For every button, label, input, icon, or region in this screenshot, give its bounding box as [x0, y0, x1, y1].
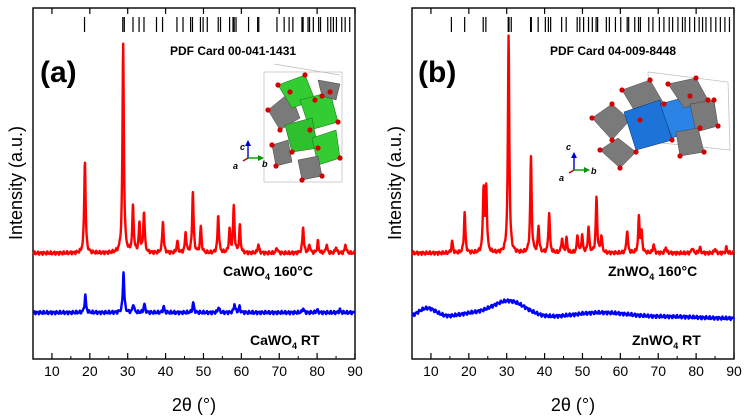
x-tick-label: 90 [347, 363, 363, 379]
panel-a-crystal-structure-inset [263, 63, 343, 183]
panel-b-y-axis-title: Intensity (a.u.) [385, 126, 405, 240]
x-tick-label: 70 [271, 363, 287, 379]
x-tick-label: 30 [499, 363, 515, 379]
panel-a-pdf-card: PDF Card 00-041-1431 [170, 44, 296, 58]
panel-b-label-rt: ZnWO4 RT [632, 332, 701, 351]
panel-a-orientation-axes: c a b [233, 140, 268, 171]
panel-a-y-axis-title: Intensity (a.u.) [6, 126, 26, 240]
x-tick-label: 80 [688, 363, 704, 379]
x-tick-label: 30 [120, 363, 136, 379]
x-tick-label: 50 [196, 363, 212, 379]
x-tick-label: 60 [234, 363, 250, 379]
svg-text:a: a [559, 173, 564, 183]
x-tick-label: 60 [613, 363, 629, 379]
panel-a-label-160c: CaWO4 160°C [223, 263, 313, 282]
x-tick-label: 70 [650, 363, 666, 379]
svg-text:b: b [591, 166, 597, 176]
x-tick-label: 50 [575, 363, 591, 379]
svg-text:c: c [240, 142, 245, 152]
x-tick-label: 20 [82, 363, 98, 379]
panel-a-traces [32, 42, 356, 316]
panel-b-letter: (b) [418, 56, 456, 89]
panel-b-orientation-axes: c a b [559, 142, 597, 183]
panel-b-traces [411, 34, 735, 322]
panel-a-letter: (a) [40, 56, 77, 89]
panel-a-x-axis-title: 2θ (°) [172, 395, 216, 415]
x-tick-label: 90 [726, 363, 742, 379]
panel-a-frame [32, 7, 356, 360]
series-line-160c [32, 42, 356, 256]
panel-b-x-axis-title: 2θ (°) [551, 395, 595, 415]
svg-text:b: b [262, 159, 268, 169]
x-tick-label: 40 [537, 363, 553, 379]
panel-b: 10 20 30 40 50 60 70 80 90 (b) PDF Card 04-009-8… [385, 7, 742, 415]
panel-a-reference-lines [83, 17, 351, 32]
panel-b-x-ticks: 10 20 30 40 50 60 70 80 90 [411, 8, 742, 379]
panel-a-label-rt: CaWO4 RT [250, 332, 320, 351]
x-tick-label: 10 [423, 363, 439, 379]
panel-b-pdf-card: PDF Card 04-009-8448 [550, 44, 676, 58]
x-tick-label: 80 [309, 363, 325, 379]
series-line-160c [411, 34, 735, 256]
x-tick-label: 20 [461, 363, 477, 379]
panel-b-crystal-structure-inset [589, 71, 731, 171]
svg-text:c: c [566, 142, 571, 152]
panel-b-reference-lines [450, 17, 731, 32]
panel-a: 10 20 30 40 50 60 70 80 90 (a) PDF Card 00-041-1… [6, 7, 363, 415]
svg-text:a: a [233, 161, 238, 171]
panel-b-label-160c: ZnWO4 160°C [608, 263, 697, 282]
series-line-rt [32, 271, 356, 316]
x-tick-label: 40 [158, 363, 174, 379]
panel-a-x-ticks: 10 20 30 40 50 60 70 80 90 [32, 8, 363, 379]
series-line-rt [411, 298, 735, 322]
panel-b-frame [411, 7, 735, 360]
x-tick-label: 10 [44, 363, 60, 379]
